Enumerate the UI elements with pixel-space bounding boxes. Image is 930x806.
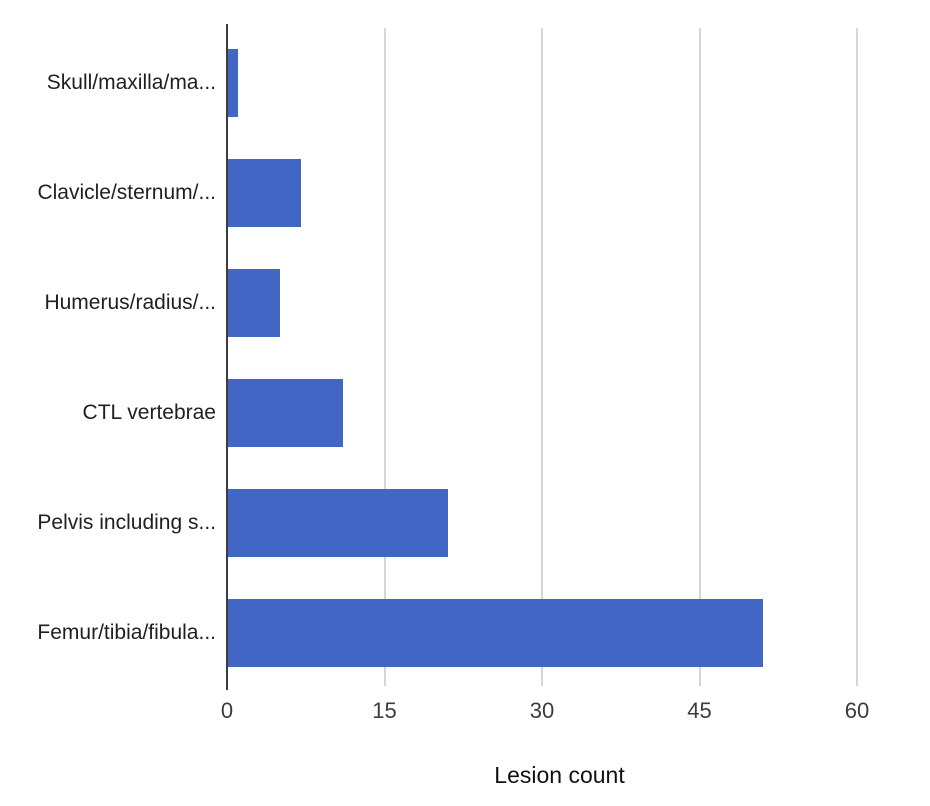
x-axis-title: Lesion count bbox=[494, 762, 625, 788]
x-tick-label: 60 bbox=[844, 698, 870, 723]
category-label: Femur/tibia/fibula... bbox=[37, 621, 216, 644]
bar bbox=[227, 159, 301, 227]
x-tick-label: 45 bbox=[687, 698, 712, 723]
gridline-15 bbox=[383, 28, 386, 686]
category-label: CTL vertebrae bbox=[82, 401, 216, 424]
y-axis-line bbox=[226, 24, 228, 690]
category-label: Skull/maxilla/ma... bbox=[46, 71, 216, 94]
gridline-45 bbox=[698, 28, 701, 686]
gridline-60 bbox=[856, 28, 858, 686]
bar bbox=[227, 599, 763, 667]
bar bbox=[227, 49, 238, 117]
category-label: Clavicle/sternum/... bbox=[37, 181, 216, 204]
category-label: Pelvis including s... bbox=[37, 511, 216, 534]
category-label: Humerus/radius/... bbox=[44, 291, 216, 314]
bar bbox=[227, 379, 343, 447]
x-tick-label: 15 bbox=[372, 698, 397, 723]
x-tick-label: 30 bbox=[529, 698, 555, 723]
gridline-30 bbox=[541, 28, 543, 686]
bar bbox=[227, 489, 448, 557]
x-tick-label: 0 bbox=[220, 698, 234, 723]
bar bbox=[227, 269, 280, 337]
